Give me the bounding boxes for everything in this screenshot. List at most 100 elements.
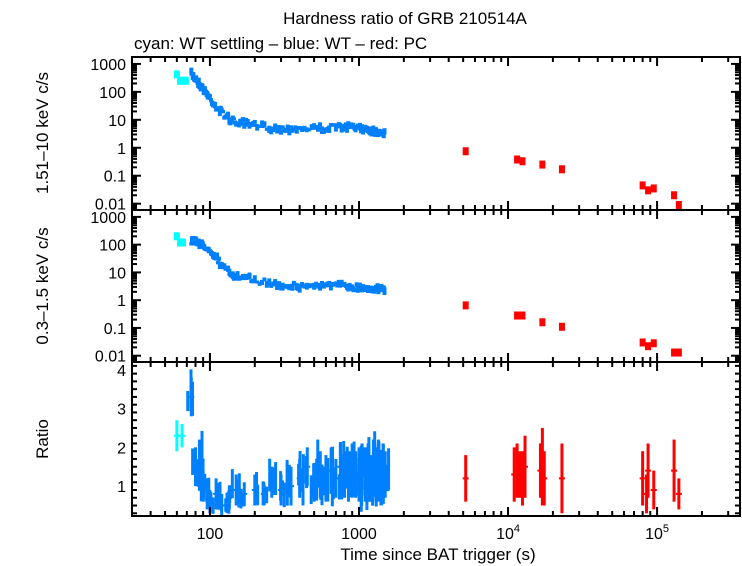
y-tick-label: 1: [117, 141, 126, 158]
y-tick-label: 0.1: [104, 169, 126, 186]
data-point: [354, 282, 359, 287]
y-tick-label: 0.1: [104, 321, 126, 338]
data-point: [212, 252, 217, 260]
data-point: [345, 124, 350, 133]
panel-frame: [131, 361, 741, 517]
data-point: [273, 123, 278, 131]
x-tick-label-base: 100: [197, 526, 224, 543]
data-point: [189, 67, 194, 76]
data-point: [650, 339, 657, 348]
y-tick-label: 1: [117, 479, 126, 496]
data-point: [279, 128, 284, 135]
data-point: [173, 70, 180, 79]
data-point: [177, 238, 184, 247]
data-point: [290, 283, 295, 291]
data-point: [239, 276, 244, 280]
data-point: [194, 75, 199, 82]
data-point: [342, 281, 347, 286]
x-tick-label-exponent: 4: [514, 523, 520, 535]
data-point: [240, 117, 245, 125]
data-point: [177, 76, 184, 85]
data-point: [257, 124, 262, 128]
data-point: [284, 127, 289, 133]
data-point: [285, 124, 290, 130]
data-point: [229, 119, 234, 124]
series-wt: [189, 236, 387, 295]
x-tick-label-base: 1000: [341, 526, 377, 543]
chart-subtitle: cyan: WT settling – blue: WT – red: PC: [134, 34, 427, 53]
data-point: [234, 276, 239, 281]
x-tick-label-exponent: 5: [663, 523, 669, 535]
data-point: [300, 126, 305, 133]
y-tick-label: 3: [117, 402, 126, 419]
data-point: [200, 83, 205, 88]
panel-top: [173, 67, 682, 209]
data-point: [328, 284, 333, 291]
y-tick-label: 10: [108, 113, 126, 130]
series-pc: [462, 301, 682, 357]
data-point: [264, 280, 269, 288]
y-axis-label-ratio: Ratio: [33, 419, 52, 459]
series-wt: [186, 369, 391, 516]
x-tick-label: 1000: [341, 526, 377, 543]
series-wt-settling: [173, 420, 186, 452]
data-point: [231, 117, 236, 121]
data-point: [373, 127, 378, 132]
data-point: [333, 123, 338, 132]
x-axis-label: Time since BAT trigger (s): [340, 545, 535, 564]
x-tick-label: 100: [197, 526, 224, 543]
y-axis-label-soft-band: 0.3–1.5 keV c/s: [33, 227, 52, 344]
chart-title: Hardness ratio of GRB 210514A: [283, 9, 527, 28]
data-point: [514, 155, 521, 164]
y-tick-label: 1000: [90, 57, 126, 74]
data-point: [382, 287, 387, 295]
data-point: [639, 338, 646, 347]
data-point: [191, 72, 196, 79]
data-point: [273, 279, 278, 287]
data-point: [252, 275, 257, 283]
data-point: [309, 283, 314, 288]
data-point: [354, 125, 359, 130]
data-point: [260, 279, 265, 285]
data-point: [215, 252, 220, 261]
series-wt-settling: [173, 232, 187, 247]
data-point: [338, 122, 343, 129]
data-point: [275, 128, 280, 134]
data-point: [255, 124, 260, 131]
data-point: [173, 232, 180, 241]
panel-frame: [131, 209, 741, 363]
y-axis-label-hard-band: 1.51–10 keV c/s: [33, 72, 52, 194]
y-tick-label: 0.01: [95, 349, 126, 366]
y-tick-label: 1: [117, 293, 126, 310]
data-point: [255, 280, 260, 284]
data-point: [639, 181, 646, 190]
series-wt-settling: [173, 70, 189, 85]
x-tick-label: 104: [496, 523, 520, 543]
data-point: [671, 191, 678, 200]
data-point: [327, 280, 332, 288]
data-point: [222, 263, 227, 268]
data-point: [302, 125, 307, 132]
data-point: [323, 283, 328, 288]
y-tick-label: 2: [117, 440, 126, 457]
data-point: [346, 121, 351, 129]
y-tick-label: 10: [108, 265, 126, 282]
data-point: [216, 256, 221, 261]
data-point: [226, 111, 231, 120]
data-point: [300, 281, 305, 288]
series-wt: [189, 67, 387, 139]
data-point: [307, 283, 312, 289]
data-point: [358, 282, 363, 289]
data-point: [297, 285, 302, 293]
data-point: [297, 125, 302, 130]
y-tick-label: 100: [99, 238, 126, 255]
series-pc: [462, 147, 682, 209]
data-point: [316, 126, 321, 132]
data-point: [235, 271, 240, 278]
data-point: [671, 348, 678, 357]
data-point: [182, 76, 189, 85]
data-point: [196, 77, 201, 84]
data-point: [382, 128, 387, 135]
data-point: [304, 127, 309, 133]
